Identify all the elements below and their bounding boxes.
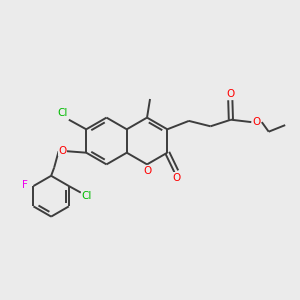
Text: O: O bbox=[226, 88, 234, 99]
Text: O: O bbox=[143, 166, 152, 176]
Text: Cl: Cl bbox=[58, 107, 68, 118]
Text: O: O bbox=[253, 116, 261, 127]
Text: F: F bbox=[22, 179, 28, 190]
Text: O: O bbox=[59, 146, 67, 156]
Text: Cl: Cl bbox=[82, 191, 92, 201]
Text: O: O bbox=[173, 173, 181, 183]
